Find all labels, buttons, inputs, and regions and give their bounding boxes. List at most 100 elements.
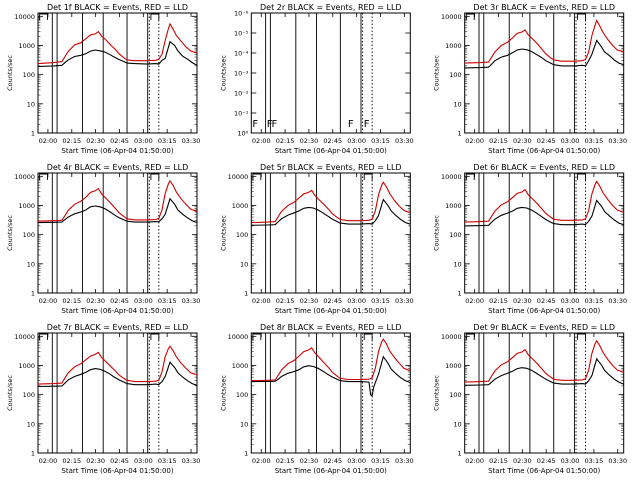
series-events-line <box>37 361 198 388</box>
y-tick-label: 10000 <box>14 13 35 21</box>
x-tick-label: 03:15 <box>585 137 604 145</box>
x-tick-label: 02:15 <box>276 297 295 305</box>
panel-det-7: Det 7r BLACK = Events, RED = LLD Counts/s… <box>6 323 200 475</box>
x-axis-label: Start Time (06-Apr-04 01:50:00) <box>275 307 387 315</box>
x-tick-label: 02:45 <box>110 457 129 465</box>
y-tick-label: 100 <box>236 391 248 399</box>
plot-frame <box>250 12 411 134</box>
x-tick-label: 02:15 <box>489 137 508 145</box>
y-axis-label: Counts/sec <box>433 375 441 411</box>
plot-frame <box>250 172 411 294</box>
y-tick-label: 10⁰ <box>237 130 248 138</box>
y-tick-label: 10 <box>240 420 248 428</box>
series-lld-line <box>37 345 198 385</box>
y-tick-label: 10⁻⁴ <box>234 50 249 58</box>
x-tick-label: 02:00 <box>39 457 58 465</box>
x-tick-label: 02:30 <box>513 457 532 465</box>
y-tick-label: 10000 <box>441 173 462 181</box>
fault-marker: F <box>348 119 354 130</box>
y-tick-label: 10⁻⁵ <box>234 30 249 38</box>
x-axis-label: Start Time (06-Apr-04 01:50:00) <box>275 467 387 475</box>
x-tick-label: 03:00 <box>134 297 153 305</box>
y-axis-label: Counts/sec <box>6 375 14 411</box>
x-tick-label: 03:00 <box>347 457 366 465</box>
x-tick-label: 03:30 <box>182 137 201 145</box>
y-tick-label: 10000 <box>228 173 249 181</box>
panel-det-6: Det 6r BLACK = Events, RED = LLD Counts/s… <box>433 163 627 315</box>
series-lld-line <box>37 22 198 65</box>
fault-marker: F <box>271 119 277 130</box>
x-tick-label: 02:30 <box>513 297 532 305</box>
x-tick-label: 03:30 <box>608 297 627 305</box>
x-tick-label: 02:15 <box>62 297 81 305</box>
panel-title: Det 9r BLACK = Events, RED = LLD <box>473 323 615 332</box>
x-tick-label: 02:45 <box>537 137 556 145</box>
attenuator-flag <box>577 333 586 340</box>
panel-det-2: Det 2r BLACK = Events, RED = LLD Counts/s… <box>219 3 413 155</box>
y-axis-label: Counts/sec <box>219 215 227 251</box>
panel-title: Det 2r BLACK = Events, RED = LLD <box>260 3 402 12</box>
x-axis-label: Start Time (06-Apr-04 01:50:00) <box>61 147 173 155</box>
y-tick-label: 1 <box>31 290 35 298</box>
x-tick-label: 02:30 <box>513 137 532 145</box>
x-tick-label: 02:30 <box>300 137 319 145</box>
x-tick-label: 03:00 <box>561 137 580 145</box>
x-tick-label: 03:00 <box>134 137 153 145</box>
panel-title: Det 3r BLACK = Events, RED = LLD <box>473 3 615 12</box>
y-tick-label: 1000 <box>232 202 249 210</box>
plot-frame <box>464 12 625 134</box>
y-tick-label: 10 <box>27 100 35 108</box>
y-axis-label: Counts/sec <box>6 215 14 251</box>
x-axis-label: Start Time (06-Apr-04 01:50:00) <box>488 307 600 315</box>
x-tick-label: 02:45 <box>537 457 556 465</box>
attenuator-flag <box>465 173 475 180</box>
x-tick-label: 02:30 <box>86 457 105 465</box>
y-tick-label: 10 <box>27 260 35 268</box>
x-tick-label: 02:00 <box>465 297 484 305</box>
x-tick-label: 02:30 <box>300 457 319 465</box>
x-tick-label: 02:00 <box>252 457 271 465</box>
y-tick-label: 1000 <box>18 42 35 50</box>
y-axis-label: Counts/sec <box>219 375 227 411</box>
y-tick-label: 1 <box>31 130 35 138</box>
x-tick-label: 02:00 <box>465 137 484 145</box>
x-tick-label: 02:45 <box>110 137 129 145</box>
series-events-line <box>251 355 411 398</box>
attenuator-flag <box>150 13 160 20</box>
attenuator-flag <box>252 173 262 180</box>
plot-frame <box>250 332 411 454</box>
y-axis-label: Counts/sec <box>219 55 227 91</box>
x-tick-label: 02:00 <box>252 297 271 305</box>
plot-frame <box>37 12 198 134</box>
panel-det-3: Det 3r BLACK = Events, RED = LLD Counts/s… <box>433 3 627 155</box>
x-tick-label: 03:15 <box>158 137 177 145</box>
x-tick-label: 03:15 <box>158 297 177 305</box>
x-axis-label: Start Time (06-Apr-04 01:50:00) <box>275 147 387 155</box>
y-tick-label: 10000 <box>441 13 462 21</box>
panel-det-4: Det 4r BLACK = Events, RED = LLD Counts/s… <box>6 163 200 315</box>
y-tick-label: 100 <box>23 391 35 399</box>
x-axis-label: Start Time (06-Apr-04 01:50:00) <box>61 467 173 475</box>
x-tick-label: 02:30 <box>86 297 105 305</box>
series-lld-line <box>464 19 624 64</box>
x-tick-label: 03:15 <box>371 297 390 305</box>
y-tick-label: 1 <box>31 450 35 458</box>
x-tick-label: 03:00 <box>347 297 366 305</box>
y-tick-label: 1000 <box>18 362 35 370</box>
y-tick-label: 100 <box>23 71 35 79</box>
y-tick-label: 10 <box>453 420 461 428</box>
panel-det-8: Det 8r BLACK = Events, RED = LLD Counts/s… <box>219 323 413 475</box>
y-axis-label: Counts/sec <box>6 55 14 91</box>
x-tick-label: 02:00 <box>252 137 271 145</box>
x-tick-label: 02:45 <box>323 137 342 145</box>
series-events-line <box>37 40 198 68</box>
x-tick-label: 02:00 <box>465 457 484 465</box>
y-tick-label: 1 <box>458 450 462 458</box>
x-tick-label: 03:15 <box>585 457 604 465</box>
x-tick-label: 03:15 <box>158 457 177 465</box>
panel-det-9: Det 9r BLACK = Events, RED = LLD Counts/s… <box>433 323 627 475</box>
y-tick-label: 1 <box>458 290 462 298</box>
y-tick-label: 1000 <box>232 362 249 370</box>
attenuator-flag <box>465 333 475 340</box>
